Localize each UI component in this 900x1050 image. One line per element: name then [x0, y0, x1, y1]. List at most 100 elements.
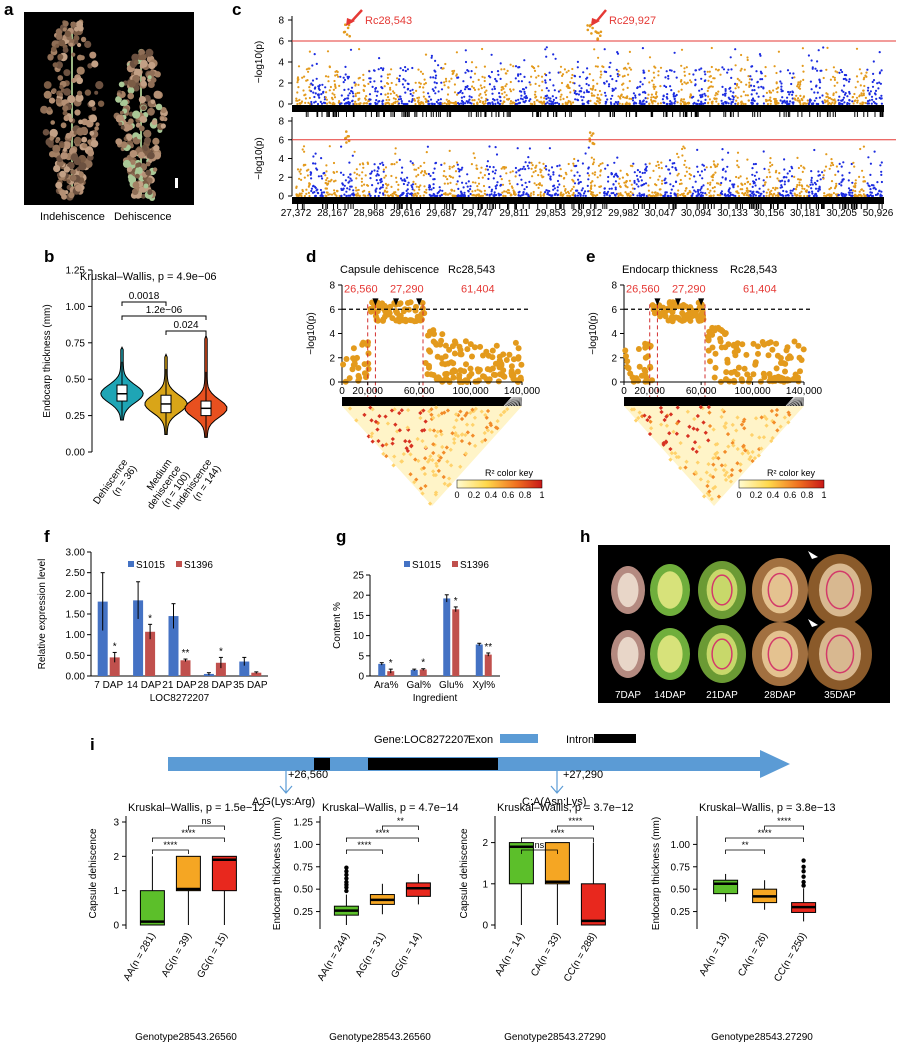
assoc-point	[436, 375, 443, 382]
snp-point	[629, 190, 632, 194]
snp-point	[806, 99, 809, 102]
snp-point	[790, 165, 793, 168]
snp-track-line	[798, 396, 802, 407]
ld-cell	[420, 491, 425, 496]
ld-cell	[786, 420, 791, 425]
ld-cell	[711, 462, 716, 467]
snp-point	[312, 91, 315, 94]
ld-cell	[764, 423, 769, 428]
snp-point	[638, 85, 642, 88]
snp-point	[799, 178, 802, 181]
snp-point	[795, 94, 798, 97]
snp-point	[645, 165, 648, 168]
snp-point	[632, 162, 635, 165]
color-key-tick: 0.4	[485, 490, 498, 500]
snp-point	[769, 102, 772, 105]
marker-arrow-icon	[393, 298, 399, 306]
snp-point	[529, 98, 532, 101]
snp-point	[786, 96, 789, 99]
snp-point	[699, 96, 703, 99]
assoc-point	[506, 351, 513, 358]
snp-point	[663, 84, 666, 87]
snp-point	[343, 78, 347, 82]
capsule-dot	[154, 71, 161, 78]
snp-point	[320, 157, 323, 160]
snp-point	[862, 78, 865, 81]
bar	[133, 600, 144, 676]
snp-point	[424, 53, 428, 56]
y-tick-label: 0.00	[66, 448, 86, 459]
ld-cell	[694, 449, 699, 454]
snp-point	[855, 96, 859, 99]
ld-cell	[442, 410, 447, 415]
snp-point	[498, 95, 501, 98]
snp-point	[786, 100, 789, 103]
snp-point	[644, 97, 647, 100]
ld-cell	[731, 443, 736, 448]
snp-point	[563, 68, 567, 71]
capsule-dot	[60, 122, 67, 129]
snp-point	[422, 95, 425, 98]
snp-point	[735, 99, 738, 102]
snp-point	[413, 168, 416, 171]
snp-point	[743, 68, 746, 71]
ld-cell	[370, 431, 375, 436]
snp-point	[737, 102, 740, 105]
snp-point	[523, 92, 526, 95]
snp-point	[467, 190, 470, 193]
snp-point	[682, 192, 685, 195]
snp-point	[818, 86, 821, 89]
snp-point	[423, 78, 426, 81]
y-tick-label: 0	[611, 378, 617, 389]
snp-point	[464, 60, 468, 64]
snp-point	[867, 184, 870, 187]
snp-point	[604, 102, 607, 105]
snp-point	[590, 92, 593, 95]
snp-point	[472, 86, 475, 90]
ld-cell	[740, 451, 745, 456]
assoc-point	[778, 377, 784, 384]
snp-point	[792, 72, 795, 75]
snp-point	[638, 93, 641, 96]
snp-point	[473, 72, 477, 75]
snp-point	[769, 175, 772, 178]
snp-point	[862, 189, 865, 192]
snp-point	[492, 194, 495, 197]
snp-point	[492, 177, 495, 180]
snp-point	[696, 165, 699, 168]
snp-point	[444, 77, 448, 80]
snp-point	[451, 176, 455, 179]
snp-point	[545, 55, 548, 58]
assoc-point	[480, 352, 486, 359]
ld-cell	[391, 463, 396, 468]
y-tick-label: 0	[278, 100, 284, 111]
snp-point	[860, 188, 863, 191]
snp-point	[419, 82, 422, 85]
snp-point	[382, 193, 385, 196]
snp-point	[810, 59, 813, 62]
capsule-dot	[62, 141, 71, 150]
snp-point	[378, 57, 381, 60]
snp-point	[481, 194, 485, 197]
snp-point	[833, 78, 837, 81]
snp-point	[390, 174, 393, 178]
ld-cell	[762, 414, 767, 419]
color-key-tick: 0.6	[502, 490, 515, 500]
snp-point	[864, 96, 868, 99]
snp-point	[571, 178, 574, 181]
ld-cell	[422, 471, 428, 477]
ld-cell	[482, 430, 487, 436]
snp-point	[673, 192, 676, 195]
snp-point	[633, 171, 636, 174]
capsule-dot	[119, 110, 124, 115]
assoc-point	[351, 357, 358, 364]
snp-point	[435, 82, 438, 85]
snp-point	[623, 181, 626, 184]
assoc-point	[765, 352, 772, 359]
snp-point	[520, 94, 523, 97]
snp-point	[429, 76, 432, 79]
snp-point	[825, 194, 828, 198]
snp-point	[554, 102, 557, 105]
snp-point	[636, 86, 639, 89]
snp-point	[661, 179, 664, 182]
